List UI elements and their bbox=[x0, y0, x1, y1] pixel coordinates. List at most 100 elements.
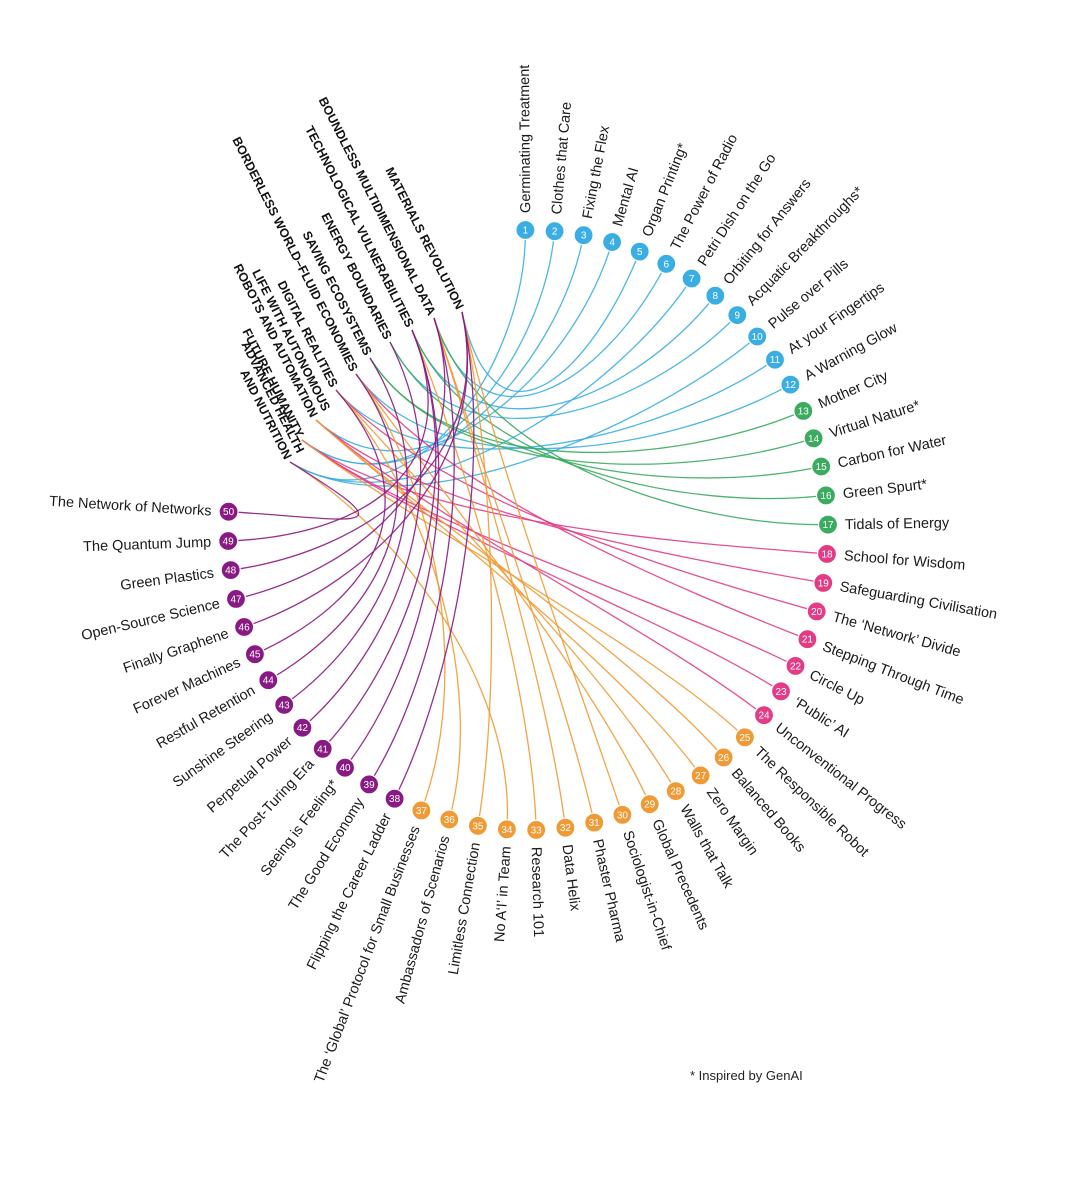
scenario-node-16: 16 Green Spurt* bbox=[815, 477, 928, 506]
scenario-marker-35 bbox=[467, 815, 488, 836]
scenario-number-1: 1 bbox=[523, 226, 529, 237]
scenario-number-44: 44 bbox=[263, 676, 275, 687]
scenario-number-50: 50 bbox=[223, 507, 235, 518]
link-35-theme-1 bbox=[461, 311, 493, 826]
scenario-marker-47 bbox=[225, 588, 247, 610]
link-43-theme-5 bbox=[283, 357, 408, 706]
link-38-theme-1 bbox=[394, 311, 475, 799]
scenario-label-32: Data Helix bbox=[559, 844, 583, 913]
scenario-node-49: 49 The Quantum Jump bbox=[83, 530, 239, 556]
link-5-theme-1 bbox=[461, 251, 641, 393]
scenario-number-27: 27 bbox=[695, 771, 707, 782]
scenario-number-15: 15 bbox=[816, 462, 828, 473]
scenario-node-17: 17 Tidals of Energy bbox=[817, 514, 950, 535]
scenario-label-38: Flipping the Career Ladder bbox=[304, 811, 395, 973]
link-7-theme-10 bbox=[289, 278, 693, 483]
scenario-number-34: 34 bbox=[501, 825, 513, 836]
link-6-theme-2 bbox=[433, 263, 667, 398]
link-17-theme-2 bbox=[433, 317, 829, 526]
scenario-number-2: 2 bbox=[552, 227, 558, 238]
scenario-node-34: 34 No A‘I’ in Team bbox=[492, 819, 517, 943]
scenario-number-19: 19 bbox=[818, 578, 830, 589]
scenario-marker-4 bbox=[601, 231, 623, 253]
scenario-marker-5 bbox=[629, 241, 650, 262]
scenario-number-4: 4 bbox=[609, 238, 615, 249]
link-33-theme-3 bbox=[411, 329, 537, 830]
scenario-marker-15 bbox=[811, 456, 832, 477]
scenario-label-13: Mother City bbox=[816, 368, 891, 412]
scenario-marker-40 bbox=[334, 757, 356, 778]
scenario-number-45: 45 bbox=[249, 650, 261, 661]
link-24-theme-8 bbox=[315, 419, 765, 716]
scenario-marker-26 bbox=[713, 747, 734, 768]
scenario-marker-22 bbox=[785, 655, 806, 677]
scenario-number-17: 17 bbox=[822, 520, 834, 531]
scenario-label-1: Germinating Treatment bbox=[517, 65, 534, 213]
links-layer bbox=[228, 229, 829, 830]
scenario-marker-49 bbox=[218, 530, 239, 552]
link-8-theme-3 bbox=[411, 295, 716, 410]
scenario-marker-3 bbox=[573, 225, 594, 246]
link-27-theme-8 bbox=[315, 419, 702, 776]
link-10-theme-10 bbox=[289, 336, 758, 487]
scenario-number-33: 33 bbox=[531, 825, 543, 836]
scenario-label-35: Limitless Connection bbox=[446, 841, 484, 976]
scenario-marker-20 bbox=[806, 601, 827, 622]
link-48-theme-1 bbox=[230, 311, 468, 571]
link-9-theme-4 bbox=[389, 314, 738, 419]
scenario-marker-42 bbox=[292, 717, 313, 738]
scenario-marker-27 bbox=[690, 765, 711, 786]
scenario-number-12: 12 bbox=[785, 380, 797, 391]
scenario-marker-28 bbox=[665, 780, 686, 802]
scenario-number-14: 14 bbox=[808, 434, 820, 445]
scenario-number-3: 3 bbox=[581, 231, 587, 242]
link-21-theme-6 bbox=[355, 373, 808, 640]
scenario-marker-29 bbox=[639, 794, 660, 815]
scenario-marker-32 bbox=[555, 817, 576, 838]
scenario-marker-24 bbox=[753, 705, 775, 726]
link-42-theme-4 bbox=[301, 341, 422, 729]
scenario-marker-6 bbox=[656, 253, 677, 274]
scenario-marker-38 bbox=[384, 788, 405, 809]
scenario-number-10: 10 bbox=[752, 332, 764, 343]
scenario-number-5: 5 bbox=[637, 247, 643, 258]
scenario-label-14: Virtual Nature* bbox=[828, 398, 923, 442]
scenario-number-29: 29 bbox=[644, 800, 656, 811]
scenario-marker-48 bbox=[220, 559, 241, 581]
scenario-number-6: 6 bbox=[664, 259, 670, 270]
scenario-number-21: 21 bbox=[802, 635, 814, 646]
scenario-number-48: 48 bbox=[225, 566, 237, 577]
link-49-theme-3 bbox=[228, 329, 429, 542]
scenario-label-49: The Quantum Jump bbox=[83, 535, 212, 556]
scenario-marker-12 bbox=[780, 374, 801, 395]
scenario-marker-9 bbox=[727, 305, 748, 326]
scenario-number-41: 41 bbox=[317, 744, 329, 755]
link-28-theme-7 bbox=[335, 389, 677, 792]
link-37-theme-6 bbox=[355, 373, 446, 811]
footnote: * Inspired by GenAI bbox=[690, 1068, 803, 1083]
scenario-label-15: Carbon for Water bbox=[836, 433, 948, 472]
scenario-marker-14 bbox=[803, 428, 824, 449]
scenario-marker-33 bbox=[526, 819, 547, 841]
link-47-theme-2 bbox=[235, 317, 446, 600]
scenario-number-38: 38 bbox=[389, 794, 401, 805]
scenario-marker-21 bbox=[797, 629, 818, 650]
link-31-theme-2 bbox=[433, 317, 595, 823]
scenario-marker-2 bbox=[544, 221, 565, 242]
scenario-number-23: 23 bbox=[775, 687, 787, 698]
scenario-marker-30 bbox=[612, 804, 633, 825]
scenario-number-16: 16 bbox=[820, 491, 832, 502]
link-36-theme-7 bbox=[335, 389, 461, 820]
scenario-number-32: 32 bbox=[560, 823, 572, 834]
scenario-node-48: 48 Green Plastics bbox=[119, 559, 241, 594]
scenario-label-2: Clothes that Care bbox=[549, 101, 575, 215]
scenario-label-16: Green Spurt* bbox=[842, 477, 928, 503]
scenario-node-50: 50 The Network of Networks bbox=[49, 494, 239, 522]
link-41-theme-3 bbox=[322, 329, 437, 750]
scenario-label-8: Orbiting for Answers bbox=[721, 176, 815, 288]
scenario-number-25: 25 bbox=[739, 733, 751, 744]
